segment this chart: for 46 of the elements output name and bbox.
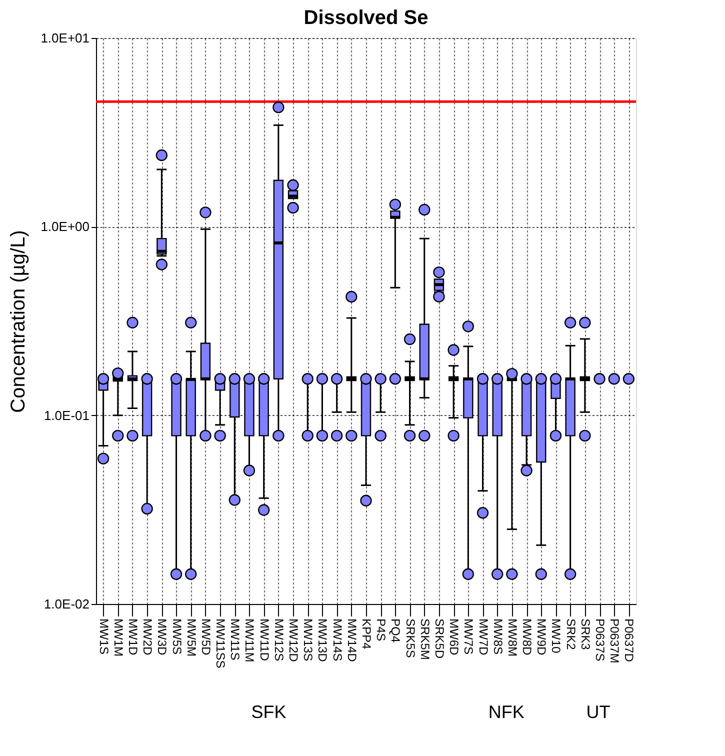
x-tick-label: MW5M	[184, 618, 198, 656]
x-tick-label: MW13D	[316, 618, 330, 662]
x-tick-label: KPP4	[360, 618, 374, 650]
x-tick-label: MW9D	[534, 618, 549, 656]
x-tick-label: MW1S	[96, 618, 111, 654]
y-axis-title: Concentration (µg/L)	[8, 230, 30, 413]
x-tick-label: MW11D	[257, 618, 272, 662]
y-tick-label: 1.0E+01	[40, 30, 90, 46]
x-tick-label: MW8M	[505, 618, 520, 656]
x-tick-label: P0637M	[608, 618, 622, 664]
text: UT	[586, 702, 610, 722]
x-tick-label: MW5S	[170, 618, 184, 654]
x-tick-label: MW10	[549, 618, 564, 654]
chart-title: Dissolved Se	[304, 7, 428, 29]
x-tick-label: MW13S	[301, 618, 316, 662]
x-tick-label: P0637S	[593, 618, 608, 662]
x-tick-label: MW1M	[111, 618, 126, 656]
y-tick-label: 1.0E-01	[44, 408, 90, 423]
x-tick-label: MW7S	[462, 618, 476, 654]
x-tick-label: P4S	[374, 618, 388, 642]
x-tick-label: MW11M	[242, 618, 257, 662]
x-tick-label: PQ4	[388, 618, 403, 643]
x-tick-label: MW7D	[476, 618, 490, 656]
x-tick-label: MW3D	[155, 618, 170, 656]
x-tick-label: MW2D	[140, 618, 155, 656]
x-tick-label: MW1D	[126, 618, 140, 656]
x-tick-label: MW11SS	[214, 618, 228, 668]
x-tick-label: P0637D	[622, 618, 636, 662]
x-tick-label: MW11S	[228, 618, 242, 660]
x-tick-label: SRK5M	[418, 618, 432, 660]
x-tick-label: MW14S	[330, 618, 344, 662]
text: NFK	[488, 702, 524, 722]
x-tick-label: MW14D	[344, 618, 359, 662]
x-tick-label: SRK5S	[403, 618, 418, 658]
x-tick-label: SRK2	[564, 618, 578, 650]
y-tick-label: 1.0E+00	[40, 219, 90, 234]
y-tick-label: 1.0E-02	[44, 596, 90, 612]
x-tick-label: SRK3	[578, 618, 592, 650]
x-tick-label: MW8S	[490, 618, 505, 654]
text: SFK	[251, 702, 286, 722]
x-tick-label: MW12D	[286, 618, 301, 662]
x-tick-label: MW5D	[198, 618, 213, 656]
x-tick-label: MW12S	[272, 618, 286, 662]
x-tick-label: MW6D	[447, 618, 462, 656]
x-tick-label: MW8D	[520, 618, 534, 656]
x-tick-label: SRK5D	[432, 618, 446, 659]
